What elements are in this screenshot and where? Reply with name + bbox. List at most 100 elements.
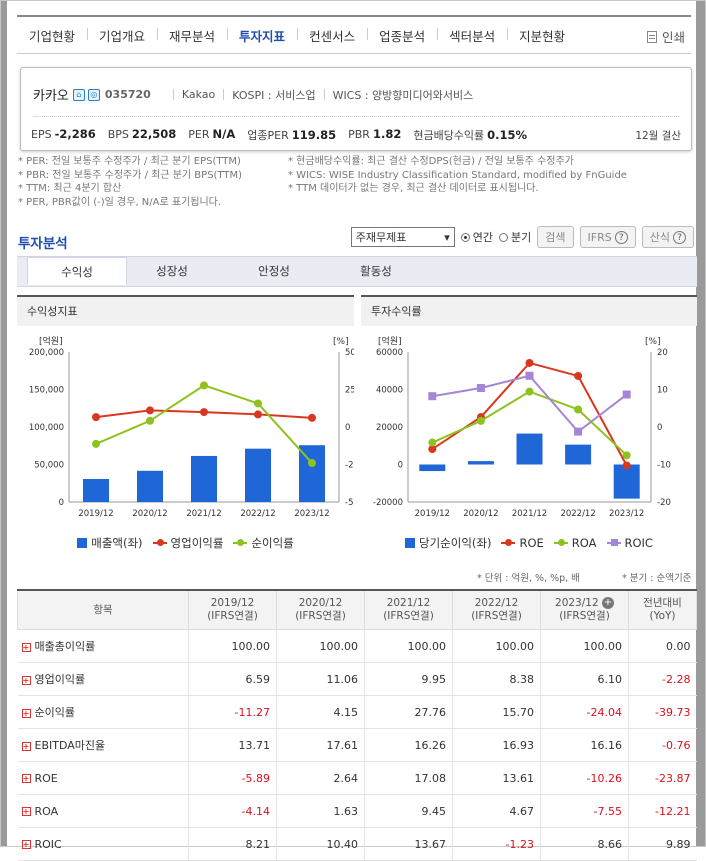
metric-item: PBR 1.82 — [348, 127, 401, 143]
bar — [467, 461, 494, 465]
point — [254, 410, 262, 419]
legend-label: ROE — [519, 536, 544, 550]
tab-4[interactable]: 활동성 — [360, 264, 392, 278]
row-label: ROE — [34, 771, 58, 785]
metric-item: 현금배당수익률 0.15% — [413, 127, 527, 143]
table-cell: 4.15 — [276, 695, 365, 729]
table-row: + 영업이익률 6.59 11.06 9.95 8.38 6.10 -2.28 — [17, 662, 697, 696]
table-row: + EBITDA마진율 13.71 17.61 16.26 16.93 16.16 -0.76 — [17, 728, 697, 762]
chart-title: 투자수익률 — [361, 295, 697, 326]
header-sub: (IFRS연결) — [471, 610, 522, 622]
unit-note: * 단위 : 억원, %, %p, 배 — [477, 573, 580, 584]
legend-item[interactable]: 당기순이익(좌) — [405, 535, 491, 551]
tab-1[interactable]: 수익성 — [27, 257, 127, 285]
metric-value: 0.15% — [487, 128, 528, 142]
tab-2[interactable]: 성장성 — [156, 264, 188, 278]
expand-icon[interactable]: + — [21, 774, 31, 783]
print-button[interactable]: 인쇄 — [646, 27, 685, 46]
expand-icon[interactable]: + — [21, 741, 31, 751]
row-label-cell[interactable]: + ROIC — [17, 827, 189, 861]
expand-icon[interactable]: + — [21, 807, 31, 816]
y-tick-right: -20 — [657, 498, 671, 508]
table-cell: -2.28 — [628, 662, 697, 696]
nav-item[interactable]: 지분현황 — [507, 26, 577, 45]
x-tick: 2023/12 — [609, 509, 644, 519]
add-column-icon[interactable]: + — [601, 597, 614, 609]
bar — [516, 433, 543, 465]
header-yoy-label: 전년대비 — [643, 597, 682, 609]
radio-quarter-label: 분기 — [511, 231, 532, 244]
row-label-cell[interactable]: + ROA — [17, 794, 189, 828]
table-row: + 순이익률 -11.27 4.15 27.76 15.70 -24.04 -39.73 — [17, 695, 697, 729]
row-label-cell[interactable]: + EBITDA마진율 — [17, 728, 189, 762]
table-cell: -24.04 — [540, 695, 629, 729]
nav-item[interactable]: 투자지표 — [227, 26, 297, 45]
nav-item[interactable]: 컨센서스 — [297, 26, 367, 45]
expand-icon[interactable]: + — [21, 840, 31, 849]
chart-legend: 당기순이익(좌) ROE ROA ROIC — [361, 535, 697, 551]
company-name: 카카오 — [33, 89, 69, 104]
tab-3[interactable]: 안정성 — [258, 264, 290, 278]
row-label-cell[interactable]: + 순이익률 — [17, 695, 189, 729]
company-code: 035720 — [104, 88, 151, 101]
table-cell: 6.10 — [540, 662, 629, 696]
chart-legend: 매출액(좌) 영업이익률 순이익률 — [17, 535, 354, 551]
metric-value: 22,508 — [131, 127, 177, 141]
nav-item[interactable]: 재무분석 — [157, 26, 227, 45]
y-tick-right: -50 — [345, 498, 354, 508]
bar — [419, 464, 446, 472]
legend-item[interactable]: ROA — [553, 535, 597, 551]
table-cell: 100.00 — [364, 629, 453, 663]
expand-icon[interactable]: + — [21, 708, 31, 718]
table-cell: -39.73 — [628, 695, 697, 729]
nav-item[interactable]: 섹터분석 — [437, 26, 507, 45]
table-cell: 16.93 — [452, 728, 541, 762]
table-cell: 15.70 — [452, 695, 541, 729]
formula-button[interactable]: 산식 ? — [641, 226, 694, 248]
point — [146, 416, 154, 425]
table-cell: 0.00 — [628, 629, 697, 663]
metric-label: BPS — [107, 128, 129, 141]
search-button[interactable]: 검색 — [537, 226, 574, 248]
table-cell: 13.67 — [364, 827, 453, 861]
table-cell: 100.00 — [188, 629, 277, 663]
metric-item: PER N/A — [188, 127, 235, 143]
company-eng-name: Kakao — [181, 88, 216, 101]
table-header-row: 항목 2019/12 (IFRS연결) 2020/12 (IFRS연결) 2021/12(… — [17, 589, 697, 630]
expand-icon[interactable]: + — [21, 675, 31, 685]
header-sub: (IFRS연결) — [559, 610, 610, 622]
point — [254, 399, 262, 408]
home-icon[interactable]: ⌂ — [72, 88, 85, 101]
nav-item[interactable]: 기업개요 — [87, 26, 157, 45]
metric-value: -2,286 — [54, 127, 96, 141]
legend-item[interactable]: 영업이익률 — [152, 535, 224, 551]
radio-quarter[interactable]: 분기 — [499, 229, 531, 245]
statement-select[interactable]: 주재무제표 ▾ — [350, 227, 455, 247]
row-label-cell[interactable]: + 매출총이익률 — [17, 629, 189, 663]
nav-item[interactable]: 기업현황 — [29, 28, 76, 44]
legend-item[interactable]: 순이익률 — [233, 535, 294, 551]
point — [476, 384, 485, 392]
radio-annual[interactable]: 연간 — [460, 229, 493, 245]
legend-item[interactable]: 매출액(좌) — [77, 535, 143, 551]
header-year: 2022/12 (IFRS연결) — [452, 589, 541, 630]
right-scrollbar[interactable] — [696, 0, 706, 847]
table-cell: 100.00 — [276, 629, 365, 663]
legend-item[interactable]: ROE — [501, 535, 544, 551]
ifrs-button[interactable]: IFRS ? — [579, 226, 636, 248]
note-line: * WICS: WISE Industry Classification Sta… — [288, 169, 627, 181]
legend-label: ROA — [571, 536, 597, 550]
row-label-cell[interactable]: + 영업이익률 — [17, 662, 189, 696]
expand-icon[interactable]: + — [21, 642, 31, 652]
row-label-cell[interactable]: + ROE — [17, 761, 189, 795]
table-cell: 100.00 — [452, 629, 541, 663]
nav-item[interactable]: 업종분석 — [367, 26, 437, 45]
table-cell: 8.66 — [540, 827, 629, 861]
row-label: 매출총이익률 — [34, 640, 96, 653]
table-cell: -1.23 — [452, 827, 541, 861]
legend-item[interactable]: ROIC — [606, 535, 653, 551]
ir-icon[interactable]: ◎ — [87, 88, 100, 101]
company-wics: WICS : 양방향미디어와서비스 — [332, 88, 474, 102]
table-cell: -5.89 — [188, 761, 277, 795]
legend-label: 영업이익률 — [170, 536, 224, 550]
